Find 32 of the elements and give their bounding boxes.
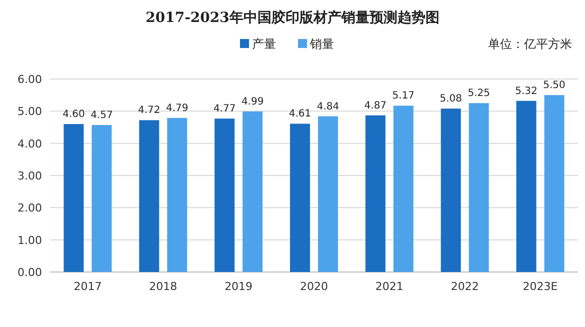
x-tick-label: 2017 xyxy=(74,280,102,293)
x-tick-label: 2019 xyxy=(224,280,253,293)
x-tick-label: 2023E xyxy=(522,280,558,293)
x-tick-label: 2021 xyxy=(375,280,404,293)
chart-title: 2017-2023年中国胶印版材产销量预测趋势图 xyxy=(146,9,440,26)
y-tick-label: 2.00 xyxy=(18,202,42,215)
y-tick-label: 3.00 xyxy=(18,170,42,182)
data-label: 4.57 xyxy=(90,110,113,121)
data-label: 4.84 xyxy=(316,101,340,112)
text: 单位：亿平方米 xyxy=(488,37,572,51)
data-label: 5.25 xyxy=(468,88,490,100)
data-label: 4.72 xyxy=(138,105,160,116)
legend-label: 产量 xyxy=(252,37,276,51)
data-label: 4.87 xyxy=(364,100,387,112)
legend-label: 销量 xyxy=(309,37,334,51)
x-tick-label: 2022 xyxy=(450,280,479,293)
y-tick-label: 5.00 xyxy=(18,105,42,118)
data-label: 4.99 xyxy=(241,96,264,108)
data-label: 5.32 xyxy=(515,86,538,97)
data-label: 5.17 xyxy=(392,90,415,102)
data-label: 4.77 xyxy=(213,104,236,115)
data-label: 4.60 xyxy=(62,109,85,120)
y-tick-label: 0.00 xyxy=(18,266,42,279)
data-label: 5.08 xyxy=(440,94,462,105)
y-tick-label: 4.00 xyxy=(18,137,42,150)
y-tick-label: 1.00 xyxy=(18,234,42,247)
data-label: 4.79 xyxy=(166,102,188,114)
data-label: 5.50 xyxy=(543,80,566,92)
x-tick-label: 2020 xyxy=(300,280,328,293)
y-tick-label: 6.00 xyxy=(18,73,42,86)
data-label: 4.61 xyxy=(288,108,312,120)
x-tick-label: 2018 xyxy=(149,280,178,293)
